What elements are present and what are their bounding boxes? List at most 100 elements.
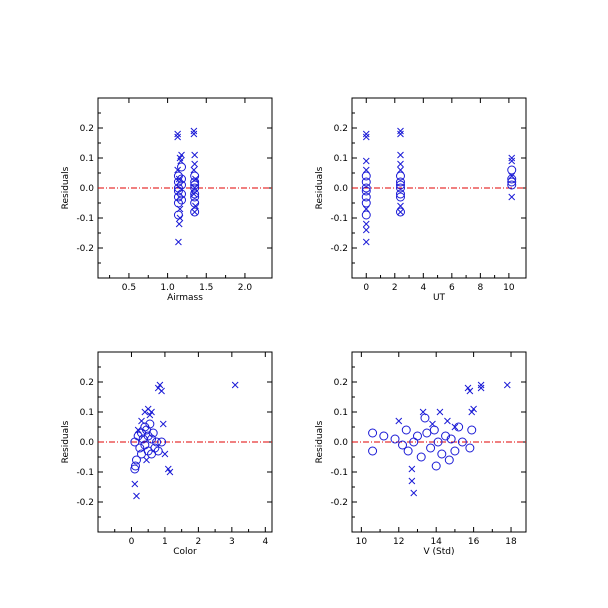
data-point-circle	[150, 443, 160, 453]
data-point-cross	[190, 130, 198, 138]
data-point-cross	[508, 157, 516, 165]
data-point-cross	[362, 238, 370, 246]
x-tick-label: 8	[477, 283, 483, 293]
data-point-cross	[174, 130, 182, 138]
x-tick-label: 0.5	[122, 283, 136, 293]
data-point-circle	[390, 434, 400, 444]
data-point-circle	[177, 162, 187, 172]
data-point-cross	[362, 133, 370, 141]
data-point-circle	[441, 431, 451, 441]
data-point-circle	[507, 165, 517, 175]
data-point-circle	[190, 183, 200, 193]
data-point-circle	[135, 443, 145, 453]
data-point-cross	[408, 477, 416, 485]
data-point-circle	[368, 428, 378, 438]
data-point-circle	[157, 437, 167, 447]
data-point-circle	[457, 437, 467, 447]
panel-ut: -0.2 -0.1 0.0 0.1 0.2 0 2 4 6 8 10 UT Residuals	[315, 97, 527, 303]
x-tick-label: 4	[420, 283, 426, 293]
data-point-circle	[422, 428, 432, 438]
data-point-circle	[395, 183, 405, 193]
data-point-cross	[156, 381, 164, 389]
data-point-circle	[416, 452, 426, 462]
data-point-circle	[190, 207, 200, 217]
data-point-cross	[470, 405, 477, 413]
x-axis-label: Color	[173, 547, 197, 557]
data-point-circle	[450, 446, 460, 456]
data-point-circle	[401, 425, 411, 435]
data-point-cross	[397, 130, 404, 138]
panel-vstd: -0.2 -0.1 0.0 0.1 0.2 10 12 14 16 18 V (Std) Residu…	[315, 351, 527, 557]
y-tick-label: 0.0	[80, 438, 95, 448]
data-point-cross	[158, 387, 165, 395]
data-point-cross	[131, 480, 139, 488]
data-point-circle	[395, 189, 405, 199]
data-point-circle	[446, 434, 456, 444]
data-point-circle	[395, 207, 405, 217]
data-point-cross	[192, 202, 199, 210]
x-tick-label: 2	[392, 283, 398, 293]
y-axis-label: Residuals	[61, 420, 71, 463]
data-point-cross	[191, 184, 199, 192]
data-point-cross	[134, 426, 142, 434]
data-point-cross	[508, 172, 516, 180]
data-point-cross	[508, 193, 516, 201]
data-point-circle	[467, 425, 477, 435]
x-axis-label: Airmass	[167, 293, 203, 303]
data-point-circle	[148, 428, 158, 438]
data-point-cross	[175, 175, 183, 183]
data-point-circle	[444, 455, 454, 465]
y-tick-label: -0.2	[330, 244, 348, 254]
data-point-cross	[436, 408, 444, 416]
data-point-circle	[433, 437, 443, 447]
data-point-circle	[131, 455, 141, 465]
data-point-cross	[477, 384, 485, 392]
data-point-cross	[148, 408, 155, 416]
x-tick-label: 10	[356, 537, 368, 547]
y-tick-label: 0.1	[334, 154, 348, 164]
data-point-cross	[192, 175, 199, 183]
x-tick-label: 4	[262, 537, 268, 547]
y-tick-label: -0.2	[330, 498, 348, 508]
data-point-cross	[468, 408, 476, 416]
x-tick-label: 0	[129, 537, 135, 547]
data-point-circle	[395, 192, 405, 202]
data-point-cross	[143, 456, 150, 464]
data-point-cross	[466, 387, 474, 395]
x-tick-label: 2.0	[238, 283, 253, 293]
data-point-cross	[444, 417, 451, 425]
y-tick-label: -0.1	[330, 468, 348, 478]
data-point-circle	[395, 177, 405, 187]
data-point-cross	[161, 450, 169, 458]
y-tick-label: 0.2	[80, 124, 94, 134]
data-point-cross	[397, 160, 404, 168]
data-point-circle	[361, 210, 371, 220]
data-point-circle	[437, 449, 447, 459]
y-tick-label: -0.2	[76, 244, 94, 254]
y-tick-label: 0.0	[334, 184, 349, 194]
data-point-cross	[397, 166, 404, 174]
data-point-cross	[397, 127, 404, 135]
y-tick-label: 0.0	[334, 438, 349, 448]
data-point-cross	[362, 226, 370, 234]
data-point-cross	[451, 423, 459, 431]
x-axis-label: UT	[433, 293, 446, 303]
data-point-circle	[177, 174, 187, 184]
y-tick-label: -0.1	[76, 468, 94, 478]
panels: -0.2 -0.1 0.0 0.1 0.2 0.5 1.0 1.5 2.0 Airmass Resi…	[61, 97, 527, 557]
data-point-circle	[412, 431, 422, 441]
data-point-circle	[395, 180, 405, 190]
y-tick-label: 0.2	[334, 378, 348, 388]
data-point-cross	[503, 381, 511, 389]
data-point-circle	[152, 437, 162, 447]
data-point-cross	[190, 127, 198, 135]
data-point-circle	[379, 431, 389, 441]
x-tick-label: 14	[430, 537, 442, 547]
data-point-cross	[138, 417, 145, 425]
data-point-circle	[395, 171, 405, 181]
data-point-circle	[431, 461, 441, 471]
y-axis-label: Residuals	[315, 166, 325, 209]
data-point-circle	[361, 183, 371, 193]
